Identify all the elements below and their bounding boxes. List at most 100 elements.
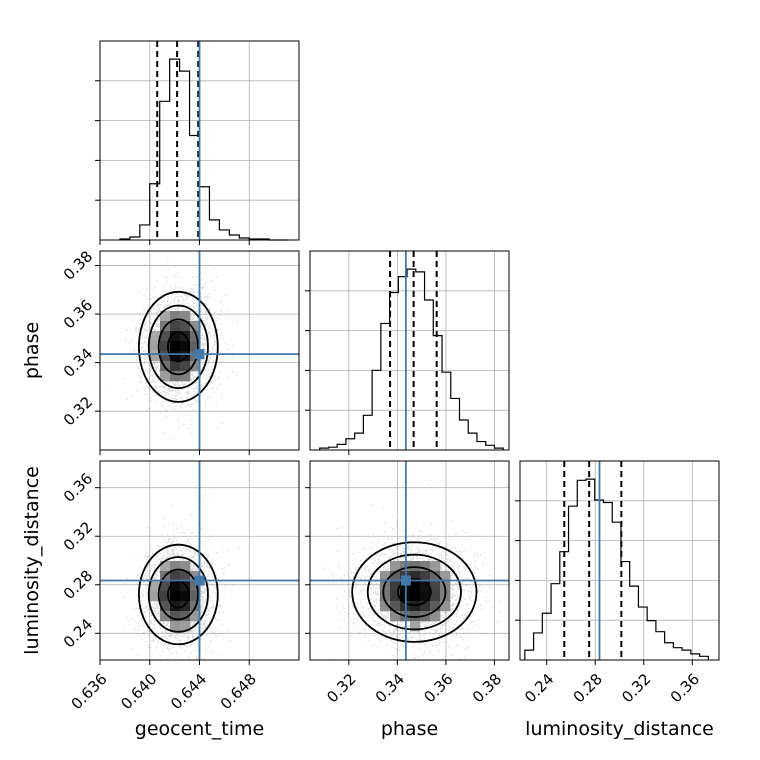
density-cell [410, 621, 421, 632]
density-cell [180, 341, 191, 352]
density-cell [150, 341, 161, 352]
density-cell [180, 601, 191, 612]
density-cell [390, 581, 401, 592]
x-tick-label-luminosity_distance: 0.32 [618, 670, 654, 706]
density-cell [160, 351, 171, 362]
x-tick-label-phase: 0.36 [420, 670, 456, 706]
density-cell [390, 591, 401, 602]
y-axis-title-luminosity_distance: luminosity_distance [21, 466, 43, 655]
density-cell [150, 581, 161, 592]
density-cell [180, 361, 191, 372]
density-cell [420, 571, 431, 582]
density-cell [390, 571, 401, 582]
x-tick-label-phase: 0.32 [323, 670, 359, 706]
x-tick-label-luminosity_distance: 0.24 [521, 670, 557, 706]
injection-marker [194, 349, 205, 360]
density-cell [380, 571, 391, 582]
panel-frame [519, 460, 720, 661]
panel-hist-phase [305, 250, 510, 451]
injection-marker [194, 575, 205, 586]
density-cell [390, 561, 401, 572]
density-cell [170, 351, 181, 362]
density-cell [150, 591, 161, 602]
y-tick-label-phase: 0.34 [60, 344, 96, 380]
density-cell [390, 611, 401, 622]
panel-background [310, 251, 509, 450]
density-cell [170, 361, 181, 372]
density-cell [380, 591, 391, 602]
contour-level-1 [157, 318, 199, 376]
contour-level-1 [382, 566, 447, 618]
contour-level-0 [396, 577, 432, 607]
x-tick-label-geocent_time: 0.648 [217, 670, 260, 713]
density-cell [390, 601, 401, 612]
density-cell [430, 581, 441, 592]
x-tick-label-phase: 0.34 [372, 670, 408, 706]
density-cell [430, 591, 441, 602]
panel-background [310, 461, 509, 660]
y-axis-title-phase: phase [21, 322, 43, 379]
density-cell [180, 321, 191, 332]
density-cell [170, 571, 181, 582]
density-cell [380, 581, 391, 592]
y-tick-label-phase: 0.32 [60, 393, 96, 429]
density-cell [410, 561, 421, 572]
density-cell [190, 331, 201, 342]
contour-level-3 [138, 290, 219, 403]
panel-2d-geocent_time-vs-phase [99, 250, 300, 451]
density-cell [420, 581, 431, 592]
density-cell [160, 581, 171, 592]
density-cell [190, 341, 201, 352]
density-cell [440, 571, 451, 582]
density-cell [380, 601, 391, 612]
x-tick-label-geocent_time: 0.640 [117, 670, 160, 713]
density-cell [190, 591, 201, 602]
density-cell [410, 581, 421, 592]
density-cell [150, 331, 161, 342]
contour-level-2 [147, 304, 209, 390]
contour-level-0 [167, 331, 190, 363]
density-cell [150, 351, 161, 362]
panel-frame [309, 250, 510, 451]
density-cell [180, 561, 191, 572]
density-cell [170, 611, 181, 622]
density-cell [420, 561, 431, 572]
density-cell [190, 361, 201, 372]
density-cell [190, 611, 201, 622]
density-cell [180, 611, 191, 622]
x-tick-label-geocent_time: 0.636 [68, 670, 111, 713]
density-cell [410, 591, 421, 602]
contour-level-1 [157, 568, 199, 621]
density-cell [160, 611, 171, 622]
density-cell [410, 601, 421, 612]
x-tick-label-phase: 0.38 [469, 670, 505, 706]
y-tick-label-luminosity_distance: 0.32 [60, 518, 96, 554]
x-axis-title-geocent_time: geocent_time [135, 718, 264, 740]
density-cell [180, 591, 191, 602]
injection-marker [400, 575, 411, 586]
density-cell [160, 311, 171, 322]
x-tick-label-luminosity_distance: 0.36 [667, 670, 703, 706]
y-tick-label-phase: 0.38 [60, 247, 96, 283]
density-cell [410, 571, 421, 582]
density-cell [430, 571, 441, 582]
panel-hist-luminosity_distance [515, 460, 720, 661]
density-cell [180, 621, 191, 632]
panel-frame [309, 460, 510, 661]
density-cell [170, 591, 181, 602]
density-cell [180, 371, 191, 382]
y-tick-label-luminosity_distance: 0.24 [60, 615, 96, 651]
density-cell [170, 341, 181, 352]
density-cell [440, 601, 451, 612]
density-cell [430, 601, 441, 612]
density-cell [170, 371, 181, 382]
density-cell [180, 581, 191, 592]
contour-level-2 [147, 556, 209, 633]
y-tick-label-phase: 0.36 [60, 296, 96, 332]
density-cell [160, 591, 171, 602]
y-tick-label-luminosity_distance: 0.28 [60, 567, 96, 603]
panel-hist-geocent_time [95, 40, 300, 241]
contour-level-3 [138, 543, 219, 646]
density-cell [170, 321, 181, 332]
density-cell [430, 611, 441, 622]
